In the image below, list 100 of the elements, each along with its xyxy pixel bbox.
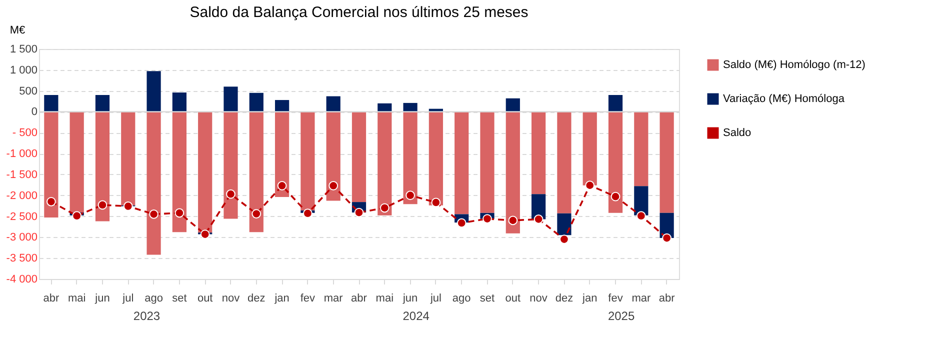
x-tick-label: abr — [351, 292, 368, 304]
bar — [121, 112, 136, 206]
point — [534, 214, 544, 224]
bar — [224, 112, 238, 219]
bar — [532, 112, 546, 194]
bar — [198, 112, 212, 233]
point — [482, 214, 492, 224]
bar — [378, 112, 392, 216]
bar — [582, 112, 597, 186]
x-tick-label: abr — [43, 292, 60, 304]
bar — [428, 112, 444, 206]
x-tick-label: set — [172, 292, 187, 304]
point — [252, 209, 262, 218]
x-tick-label: fev — [300, 292, 316, 304]
bar — [403, 112, 418, 204]
bar — [608, 112, 623, 213]
point — [585, 180, 595, 190]
bar — [146, 71, 161, 112]
y-tick-label: 500 — [19, 85, 38, 98]
point — [200, 230, 210, 239]
bar — [660, 112, 674, 213]
bar — [506, 98, 520, 112]
bar — [172, 112, 186, 232]
bar — [146, 112, 161, 255]
x-tick-label: mar — [324, 292, 344, 304]
bar — [608, 95, 623, 112]
bar — [326, 96, 340, 112]
x-tick-label: jul — [429, 292, 442, 304]
bar — [634, 112, 648, 186]
bar — [249, 112, 264, 232]
bar — [557, 213, 572, 236]
x-tick-label: ago — [452, 292, 471, 304]
x-tick-label: jan — [274, 292, 290, 304]
y-tick-label: -2 500 — [6, 210, 38, 223]
point — [277, 181, 287, 190]
bar — [634, 186, 648, 216]
bar — [172, 92, 186, 112]
bar — [480, 112, 494, 213]
x-tick-label: jul — [122, 292, 134, 304]
bar — [44, 95, 58, 112]
text: 2025 — [608, 309, 635, 323]
y-tick-label: -3 000 — [6, 232, 38, 244]
point — [46, 196, 56, 206]
legend-label: Saldo — [723, 127, 752, 139]
y-tick-label: 1 000 — [10, 64, 38, 76]
x-tick-label: set — [480, 292, 495, 304]
bar — [95, 95, 110, 112]
x-tick-label: nov — [222, 292, 240, 304]
point — [303, 208, 312, 218]
x-tick-label: jun — [94, 292, 110, 304]
bar — [44, 112, 58, 218]
point — [98, 200, 108, 210]
bar — [506, 112, 520, 234]
x-tick-label: dez — [248, 292, 266, 304]
x-tick-label: ago — [144, 292, 163, 304]
bar — [403, 102, 418, 112]
point — [354, 208, 364, 218]
text: 2023 — [133, 309, 160, 323]
point — [560, 234, 569, 244]
x-tick-label: out — [197, 292, 213, 304]
x-tick-label: jan — [582, 292, 598, 304]
point — [328, 181, 338, 190]
text: 2024 — [402, 309, 430, 323]
y-tick-label: -2 000 — [6, 190, 38, 202]
point — [123, 202, 133, 211]
legend-label: Variação (M€) Homóloga — [723, 93, 846, 105]
point — [508, 216, 518, 226]
point — [662, 233, 672, 243]
y-tick-label: -3 500 — [6, 252, 38, 265]
bar — [274, 112, 290, 198]
y-tick-label: 1 500 — [10, 44, 38, 56]
x-tick-label: mar — [632, 292, 651, 304]
legend-label: Saldo (M€) Homólogo (m-12) — [723, 59, 866, 71]
x-tick-label: out — [505, 292, 521, 304]
bar — [249, 92, 264, 112]
x-tick-label: dez — [555, 292, 574, 304]
bar — [557, 112, 572, 214]
bar — [454, 112, 469, 214]
x-tick-label: mai — [376, 292, 394, 304]
point — [610, 192, 620, 202]
point — [380, 203, 390, 213]
x-tick-label: nov — [530, 292, 548, 304]
point — [72, 211, 82, 221]
x-tick-label: jun — [402, 292, 418, 304]
bar — [326, 112, 340, 201]
y-axis-title: M€ — [10, 24, 26, 36]
bar — [300, 112, 315, 210]
bar — [70, 112, 84, 213]
bar — [352, 112, 366, 202]
point — [431, 198, 441, 208]
y-tick-label: 0 — [31, 106, 38, 118]
y-tick-label: -1 000 — [6, 148, 38, 160]
bar — [274, 100, 290, 112]
point — [406, 190, 415, 200]
y-tick-label: -1 500 — [6, 168, 38, 181]
y-tick-label: - 500 — [12, 127, 38, 140]
bar — [95, 112, 110, 222]
x-tick-label: mai — [68, 292, 86, 304]
bar — [224, 86, 238, 112]
x-tick-label: abr — [658, 292, 676, 304]
